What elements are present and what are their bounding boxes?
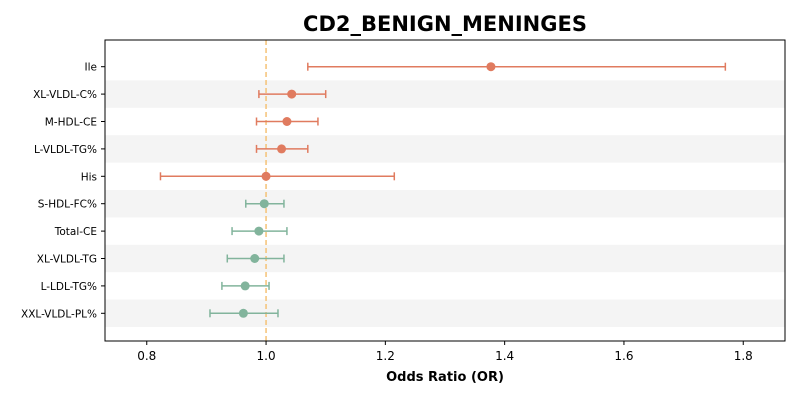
or-point	[486, 62, 496, 72]
or-point	[259, 199, 269, 209]
row-band	[105, 299, 785, 327]
row-band	[105, 190, 785, 218]
category-label: XXL-VLDL-PL%	[21, 308, 97, 320]
category-label: L-VLDL-TG%	[34, 144, 97, 156]
row-bands	[105, 80, 785, 327]
or-point	[254, 226, 264, 236]
data-marks	[159, 62, 727, 318]
row-band	[105, 135, 785, 163]
category-label: L-LDL-TG%	[41, 281, 97, 293]
y-axis-categories: Ile XL-VLDL-C% M-HDL-CE L-VLDL-TG% His S-HDL-…	[21, 62, 105, 320]
row-band	[105, 80, 785, 108]
x-tick-label: 1.8	[734, 349, 753, 363]
x-axis-label: Odds Ratio (OR)	[386, 370, 504, 385]
category-label: Ile	[85, 62, 97, 74]
or-point	[287, 89, 297, 99]
plot-frame	[104, 39, 786, 342]
category-label: Total-CE	[54, 226, 97, 238]
x-tick-label: 1.6	[614, 349, 633, 363]
category-label: M-HDL-CE	[45, 117, 97, 129]
category-label: S-HDL-FC%	[38, 199, 97, 211]
chart-title: CD2_BENIGN_MENINGES	[303, 12, 587, 36]
or-point	[282, 117, 292, 126]
or-point	[238, 308, 248, 318]
row-band	[105, 244, 785, 273]
x-tick-label: 1.2	[376, 349, 395, 363]
x-tick-label: 1.0	[257, 349, 276, 363]
or-point	[261, 171, 271, 181]
or-point	[240, 281, 250, 291]
or-point	[277, 144, 287, 154]
category-label: XL-VLDL-C%	[33, 89, 97, 101]
or-point	[250, 254, 260, 263]
category-label: His	[81, 171, 97, 183]
x-axis-ticks: 0.8 1.0 1.2 1.4 1.6 1.8	[137, 341, 753, 363]
x-tick-label: 0.8	[137, 349, 156, 363]
x-tick-label: 1.4	[495, 349, 514, 363]
category-label: XL-VLDL-TG	[37, 254, 97, 266]
